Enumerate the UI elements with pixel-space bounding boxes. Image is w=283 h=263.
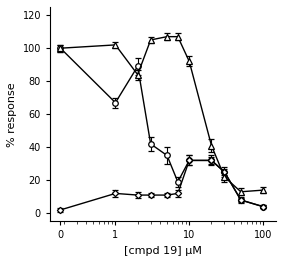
Y-axis label: % response: % response — [7, 82, 17, 146]
X-axis label: [cmpd 19] μM: [cmpd 19] μM — [124, 246, 202, 256]
